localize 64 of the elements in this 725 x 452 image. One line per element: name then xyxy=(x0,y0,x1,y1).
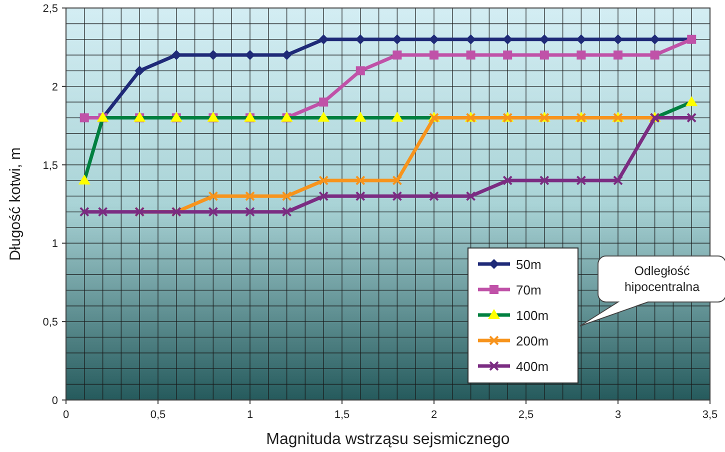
point xyxy=(576,50,586,60)
point xyxy=(392,191,402,202)
point xyxy=(245,50,255,60)
y-axis-title: Długość kotwi, m xyxy=(7,147,24,261)
legend-title: Odległość hipocentralna xyxy=(624,264,700,294)
point xyxy=(98,206,108,217)
y-tick-label: 2,5 xyxy=(42,3,58,15)
x-tick-label: 2,5 xyxy=(518,409,534,421)
point xyxy=(502,175,513,186)
point xyxy=(614,50,622,60)
point xyxy=(576,175,586,186)
y-tick-label: 0 xyxy=(52,395,58,407)
legend-label: 400m xyxy=(516,359,549,374)
point xyxy=(466,191,476,202)
point xyxy=(576,34,586,44)
point xyxy=(540,50,549,60)
point xyxy=(355,175,366,186)
x-tick-label: 3 xyxy=(614,409,622,421)
y-tick-label: 1 xyxy=(52,238,58,250)
point xyxy=(208,50,218,60)
legend-label: 50m xyxy=(516,257,542,272)
point xyxy=(171,50,182,60)
point xyxy=(466,50,476,60)
point xyxy=(686,112,697,123)
x-tick-label: 3,5 xyxy=(702,409,718,421)
point xyxy=(429,34,439,44)
point xyxy=(392,175,402,186)
legend-label: 100m xyxy=(516,308,549,323)
point xyxy=(319,98,328,107)
point xyxy=(392,34,402,44)
point xyxy=(650,34,660,44)
point xyxy=(134,66,145,76)
legend-label: 200m xyxy=(516,334,549,348)
point xyxy=(208,191,218,202)
point xyxy=(245,191,255,202)
x-tick-label: 1,5 xyxy=(334,409,350,421)
point xyxy=(245,206,255,217)
point xyxy=(318,175,329,186)
point xyxy=(503,50,512,60)
point xyxy=(613,175,623,186)
x-tick-label: 2 xyxy=(430,409,438,421)
point xyxy=(430,50,438,60)
point xyxy=(282,50,292,60)
point xyxy=(282,206,292,217)
point xyxy=(208,206,218,217)
point xyxy=(613,34,623,44)
point xyxy=(429,191,439,202)
x-tick-label: 0 xyxy=(62,409,70,421)
point xyxy=(392,50,402,60)
legend-label: 70m xyxy=(516,282,542,298)
point xyxy=(650,50,660,60)
point xyxy=(318,191,329,202)
point xyxy=(282,191,292,202)
x-tick-label: 1 xyxy=(246,409,254,421)
point xyxy=(79,206,90,217)
point xyxy=(466,34,476,44)
x-axis-title: Magnituda wstrząsu sejsmicznego xyxy=(266,431,510,448)
y-tick-label: 1,5 xyxy=(42,160,58,172)
point xyxy=(355,191,366,202)
x-tick-label: 0,5 xyxy=(150,409,166,421)
y-tick-label: 2 xyxy=(52,81,58,94)
point xyxy=(356,66,365,76)
point xyxy=(539,175,550,186)
y-tick-label: 0,5 xyxy=(42,316,58,329)
